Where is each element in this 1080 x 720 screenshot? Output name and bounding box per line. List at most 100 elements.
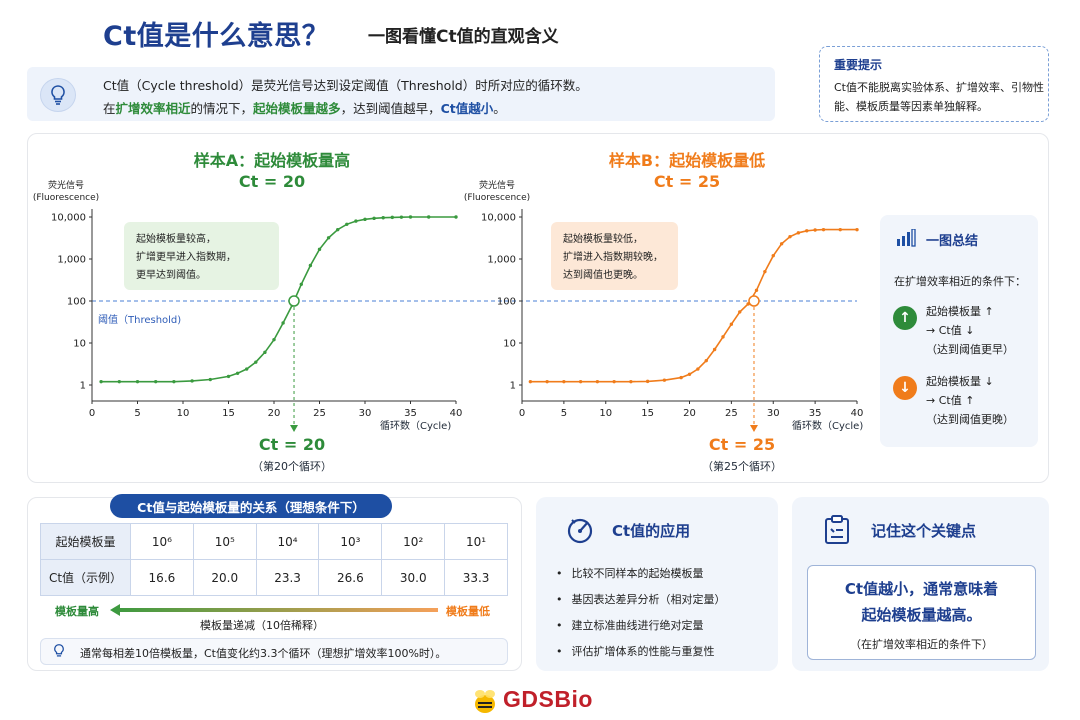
data-point xyxy=(545,379,549,384)
chart-a-title: 样本A：起始模板量高 xyxy=(193,151,351,170)
ct-arrow xyxy=(749,425,758,432)
important-tip-box xyxy=(819,46,1049,122)
chart-a-bottom-note: （第20个循环） xyxy=(252,460,332,473)
arrow-down-icon: ↓ xyxy=(893,376,917,400)
data-point xyxy=(326,236,331,240)
key-point-title: 记住这个关键点 xyxy=(871,522,977,540)
key-point-line2: 起始模板量越高。 xyxy=(861,606,982,624)
data-point xyxy=(172,379,176,384)
ct-marker xyxy=(288,295,300,307)
data-point xyxy=(399,215,404,219)
data-point xyxy=(263,350,267,355)
x-tick-label: 20 xyxy=(268,408,281,419)
y-tick-label: 1 xyxy=(80,381,86,392)
chart-b-bottom-note: （第25个循环） xyxy=(702,460,782,473)
y-tick-label: 100 xyxy=(497,297,516,308)
row-header: 起始模板量 xyxy=(40,523,131,560)
x-tick-label: 5 xyxy=(561,408,567,419)
data-point xyxy=(721,335,725,339)
data-point xyxy=(408,215,413,219)
data-point xyxy=(317,247,322,252)
y-tick-label: 10,000 xyxy=(481,213,516,224)
relation-table: 起始模板量 10⁶ 10⁵ 10⁴ 10³ 10² 10¹ Ct值（示例） 16… xyxy=(40,523,508,596)
data-point xyxy=(645,379,650,384)
template-high-label: 模板量高 xyxy=(55,605,99,618)
data-point xyxy=(612,379,616,384)
data-point xyxy=(336,227,340,232)
table-cell: 10² xyxy=(381,523,446,560)
data-point xyxy=(821,227,826,232)
data-point xyxy=(662,378,667,382)
x-tick-label: 35 xyxy=(404,408,417,419)
intro-box xyxy=(27,67,775,121)
summary-down: 起始模板量 ↓ → Ct值 ↑ （达到阈值更晚） xyxy=(926,375,1014,426)
data-point xyxy=(117,379,122,384)
relation-note: 通常每相差10倍模板量，Ct值变化约3.3个循环（理想扩增效率100%时）。 xyxy=(80,647,447,660)
x-tick-label: 15 xyxy=(641,408,654,419)
summary-condition: 在扩增效率相近的条件下： xyxy=(894,275,1026,288)
data-point xyxy=(562,379,566,384)
data-point xyxy=(299,282,303,286)
table-row: 起始模板量 10⁶ 10⁵ 10⁴ 10³ 10² 10¹ xyxy=(40,523,508,560)
x-tick-label: 10 xyxy=(177,408,190,419)
summary-title: 一图总结 xyxy=(926,234,979,249)
key-point-box xyxy=(807,565,1036,660)
data-point xyxy=(595,379,600,384)
data-point xyxy=(235,371,240,375)
chart-b-xlabel: 循环数（Cycle) xyxy=(792,421,864,432)
data-point xyxy=(704,358,708,363)
chart-a-xlabel: 循环数（Cycle) xyxy=(380,421,452,432)
data-point xyxy=(838,227,842,232)
list-item: 建立标准曲线进行绝对定量 xyxy=(556,613,726,639)
chart-b-ct-label: Ct = 25 xyxy=(653,172,721,191)
data-point xyxy=(712,347,717,352)
application-list: 比较不同样本的起始模板量 基因表达差异分析（相对定量） 建立标准曲线进行绝对定量… xyxy=(556,561,726,665)
data-point xyxy=(796,231,801,235)
chart-b-bottom-ct: Ct = 25 xyxy=(708,435,776,454)
data-point xyxy=(272,337,276,342)
key-point-line1: Ct值越小，通常意味着 xyxy=(844,580,999,598)
table-cell: 10¹ xyxy=(444,523,508,560)
chart-b-annotation: 起始模板量较低， 扩增进入指数期较晚， 达到阈值也更晚。 xyxy=(551,222,678,290)
table-cell: 33.3 xyxy=(444,559,508,596)
data-point xyxy=(245,367,249,371)
x-tick-label: 25 xyxy=(313,408,326,419)
table-cell: 10⁴ xyxy=(255,523,320,560)
summary-panel xyxy=(880,215,1038,447)
y-tick-label: 100 xyxy=(67,297,86,308)
x-tick-label: 0 xyxy=(519,408,525,419)
data-point xyxy=(427,215,431,219)
data-point xyxy=(738,310,742,314)
chart-a-bottom-ct: Ct = 20 xyxy=(258,435,326,454)
gradient-arrow xyxy=(110,604,438,616)
data-point xyxy=(372,216,376,221)
data-point xyxy=(805,229,809,233)
x-tick-label: 20 xyxy=(683,408,696,419)
x-tick-label: 0 xyxy=(89,408,95,419)
relation-note-box xyxy=(40,638,508,665)
y-tick-label: 1 xyxy=(510,381,516,392)
threshold-label: 阈值（Threshold) xyxy=(98,315,182,326)
data-point xyxy=(254,360,258,364)
x-tick-label: 25 xyxy=(725,408,738,419)
data-point xyxy=(855,227,859,232)
data-point xyxy=(281,321,285,325)
data-point xyxy=(135,379,140,384)
table-cell: 10³ xyxy=(318,523,383,560)
data-point xyxy=(729,322,734,326)
table-cell: 10⁵ xyxy=(192,523,257,560)
table-cell: 26.6 xyxy=(318,559,383,596)
dilution-label: 模板量递减（10倍稀释） xyxy=(200,619,324,632)
data-point xyxy=(679,375,683,380)
y-tick-label: 10 xyxy=(73,339,86,350)
chart-b-title: 样本B：起始模板量低 xyxy=(608,151,766,170)
intro-explanation: 在扩增效率相近的情况下，起始模板量越多，达到阈值越早，Ct值越小。 xyxy=(103,101,506,116)
x-tick-label: 10 xyxy=(599,408,612,419)
y-tick-label: 10 xyxy=(503,339,516,350)
amplification-curve xyxy=(530,228,857,383)
y-tick-label: 10,000 xyxy=(51,213,86,224)
clipboard-icon xyxy=(824,515,850,549)
table-cell: 10⁶ xyxy=(130,523,194,560)
gauge-icon xyxy=(565,516,595,548)
